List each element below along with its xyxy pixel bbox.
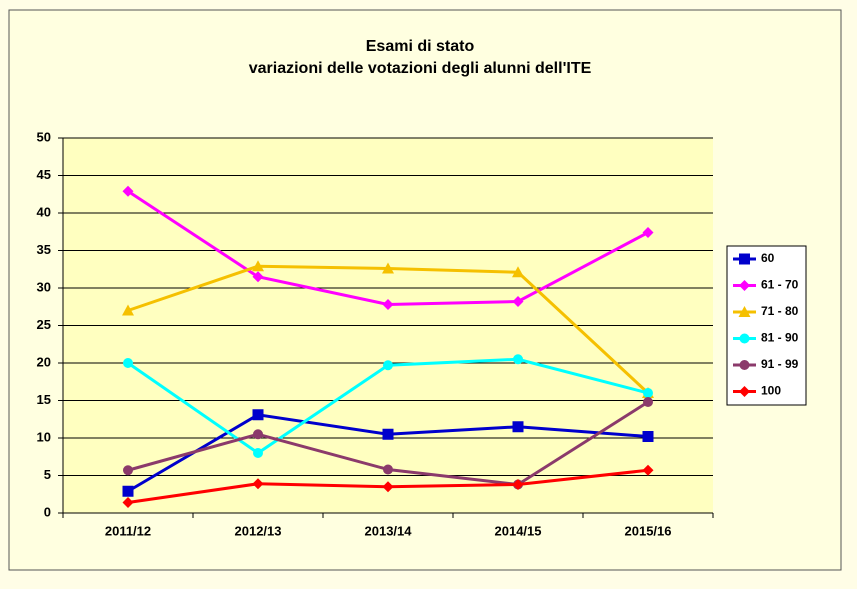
legend-marker: [739, 253, 750, 265]
chart-title: Esami di stato: [366, 38, 475, 55]
point: [122, 185, 134, 197]
y-tick-label: 35: [37, 242, 51, 257]
legend-label: 71 - 80: [761, 304, 799, 318]
legend-label: 61 - 70: [761, 278, 799, 292]
legend-label: 60: [761, 251, 775, 265]
y-tick-label: 20: [37, 354, 51, 369]
y-tick-label: 45: [37, 167, 51, 182]
y-tick-label: 25: [37, 317, 51, 332]
chart-subtitle: variazioni delle votazioni degli alunni …: [249, 60, 592, 77]
point: [253, 429, 263, 440]
point: [383, 464, 393, 475]
y-tick-label: 50: [37, 129, 51, 144]
x-tick-label: 2013/14: [365, 523, 413, 538]
legend-label: 81 - 90: [761, 331, 799, 345]
point: [123, 358, 133, 368]
y-tick-label: 40: [37, 204, 51, 219]
point: [382, 481, 394, 493]
point: [122, 497, 134, 508]
point: [123, 465, 133, 476]
legend-marker: [739, 386, 750, 397]
point: [643, 397, 653, 407]
legend-label: 100: [761, 384, 781, 398]
legend-marker: [739, 280, 750, 291]
point: [252, 409, 264, 421]
point: [252, 478, 264, 490]
point: [122, 485, 134, 497]
y-tick-label: 30: [37, 279, 51, 294]
point: [642, 431, 654, 442]
point: [512, 296, 524, 307]
x-tick-label: 2011/12: [105, 523, 151, 538]
point: [642, 464, 654, 476]
legend-label: 91 - 99: [761, 357, 799, 371]
point: [383, 360, 393, 371]
y-tick-label: 0: [44, 504, 51, 519]
x-tick-label: 2014/15: [495, 523, 542, 538]
point: [513, 354, 523, 365]
point: [512, 266, 524, 278]
point: [643, 388, 653, 398]
point: [512, 479, 524, 490]
point: [382, 299, 394, 310]
x-tick-label: 2012/13: [235, 523, 282, 538]
point: [382, 262, 394, 274]
legend-marker: [738, 306, 751, 317]
legend-marker: [739, 333, 750, 344]
point: [122, 304, 134, 316]
point: [642, 227, 654, 238]
point: [253, 448, 263, 458]
legend-box: [726, 245, 807, 406]
y-tick-label: 15: [37, 392, 51, 407]
point: [252, 271, 264, 283]
y-tick-label: 5: [44, 467, 51, 482]
legend-marker: [739, 360, 750, 370]
y-tick-label: 10: [37, 429, 51, 444]
point: [382, 428, 394, 440]
point: [252, 260, 264, 272]
x-tick-label: 2015/16: [625, 523, 672, 538]
point: [512, 421, 524, 433]
